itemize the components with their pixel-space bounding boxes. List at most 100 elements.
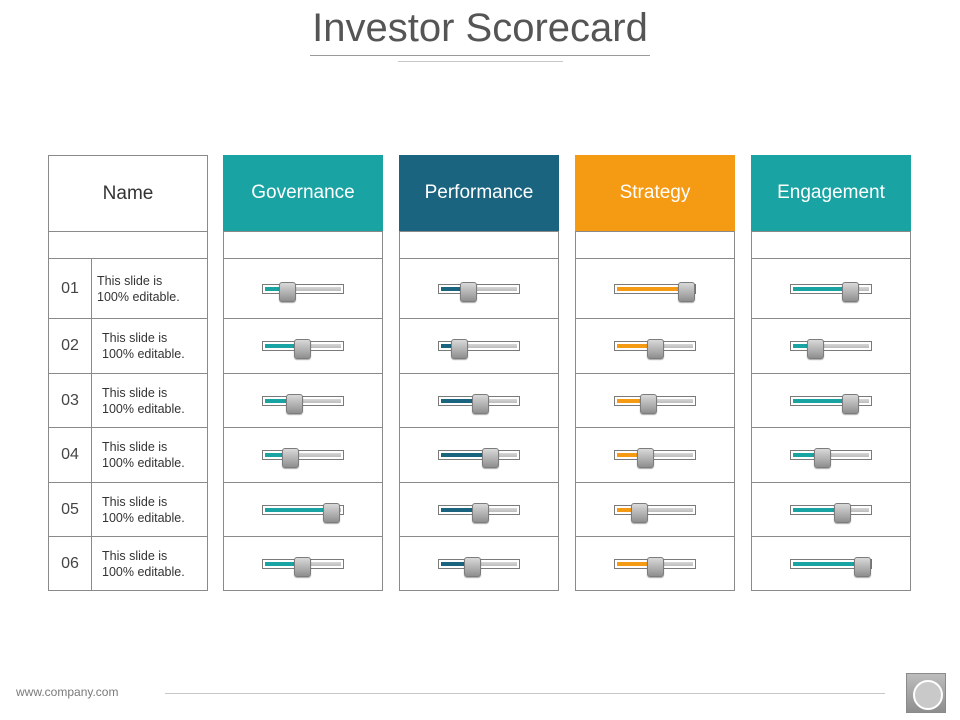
slider-knob[interactable]: [647, 339, 665, 359]
score-slider[interactable]: [614, 393, 696, 414]
table-row: 01 This slide is 100% editable.: [48, 258, 208, 318]
row-description: This slide is 100% editable.: [97, 273, 202, 305]
page-title: Investor Scorecard: [312, 6, 648, 50]
slider-knob[interactable]: [647, 556, 665, 577]
slider-knob[interactable]: [472, 502, 489, 523]
table-cell: [751, 258, 911, 318]
slider-knob[interactable]: [294, 339, 312, 359]
slider-fill: [441, 344, 459, 348]
slider-fill: [265, 507, 331, 512]
slider-track: [793, 448, 869, 468]
score-slider[interactable]: [790, 339, 872, 359]
score-slider[interactable]: [790, 281, 872, 302]
slider-track: [617, 448, 693, 468]
slider-knob[interactable]: [472, 393, 489, 414]
score-slider[interactable]: [262, 393, 344, 414]
slider-track: [265, 339, 341, 359]
row-description-line2: 100% editable.: [102, 564, 185, 579]
table-cell: [223, 373, 383, 427]
row-description-line2: 100% editable.: [97, 289, 180, 304]
slider-fill: [265, 286, 286, 291]
row-number: 03: [49, 374, 92, 427]
slider-knob[interactable]: [278, 281, 296, 302]
slider-fill: [617, 453, 644, 457]
score-slider[interactable]: [262, 281, 344, 302]
slider-knob[interactable]: [842, 281, 860, 302]
footer-divider: [165, 693, 885, 694]
metric-header: Performance: [399, 155, 559, 231]
table-cell: [399, 318, 559, 373]
table-cell: [575, 482, 735, 536]
slider-fill: [441, 286, 467, 291]
metric-column-performance: Performance: [399, 155, 559, 591]
score-slider[interactable]: [262, 556, 344, 577]
slider-fill: [265, 344, 302, 348]
score-slider[interactable]: [614, 502, 696, 523]
score-slider[interactable]: [790, 556, 872, 577]
slider-track: [617, 281, 695, 302]
slider-knob[interactable]: [281, 448, 299, 468]
slider-knob[interactable]: [451, 339, 469, 359]
score-slider[interactable]: [438, 502, 520, 523]
table-row: 03 This slide is 100% editable.: [48, 373, 208, 427]
score-slider[interactable]: [614, 339, 696, 359]
name-column: Name 01 This slide is 100% editable. 02 This…: [48, 155, 208, 591]
slider-knob[interactable]: [294, 556, 312, 577]
row-description-line2: 100% editable.: [102, 456, 185, 470]
table-cell: [575, 318, 735, 373]
score-slider[interactable]: [438, 339, 520, 359]
slider-track: [265, 448, 341, 468]
score-slider[interactable]: [614, 448, 696, 468]
slider-track: [617, 502, 693, 523]
slider-fill: [793, 344, 814, 348]
slider-knob[interactable]: [833, 502, 851, 523]
score-slider[interactable]: [438, 448, 520, 468]
row-description-line2: 100% editable.: [102, 347, 185, 361]
slider-knob[interactable]: [842, 393, 860, 414]
slider-knob[interactable]: [481, 448, 499, 468]
score-slider[interactable]: [438, 393, 520, 414]
metric-column-strategy: Strategy: [575, 155, 735, 591]
metric-column-engagement: Engagement: [751, 155, 911, 591]
slider-track: [265, 556, 341, 577]
score-slider[interactable]: [790, 448, 872, 468]
table-cell: [399, 258, 559, 318]
table-cell: [575, 427, 735, 482]
slider-knob[interactable]: [631, 502, 649, 523]
slider-fill: [441, 561, 472, 566]
score-slider[interactable]: [614, 281, 696, 302]
slider-track: [793, 281, 869, 302]
score-slider[interactable]: [438, 556, 520, 577]
slider-fill: [617, 561, 655, 566]
slider-knob[interactable]: [323, 502, 341, 523]
slider-fill: [793, 507, 841, 512]
score-slider[interactable]: [438, 281, 520, 302]
score-slider[interactable]: [790, 393, 872, 414]
score-slider[interactable]: [262, 339, 344, 359]
slider-track: [617, 393, 693, 414]
score-slider[interactable]: [614, 556, 696, 577]
slider-track: [441, 339, 517, 359]
slider-fill: [265, 561, 302, 566]
table-cell: [575, 536, 735, 591]
circle-logo-icon: [906, 673, 946, 713]
slider-track: [793, 556, 871, 577]
slider-knob[interactable]: [459, 281, 477, 302]
table-cell: [751, 318, 911, 373]
slider-knob[interactable]: [464, 556, 482, 577]
slider-knob[interactable]: [286, 393, 304, 414]
slider-knob[interactable]: [677, 281, 695, 302]
table-cell: [575, 258, 735, 318]
slider-knob[interactable]: [814, 448, 832, 468]
table-cell: [751, 482, 911, 536]
score-slider[interactable]: [790, 502, 872, 523]
metric-blank-row: [751, 231, 911, 258]
score-slider[interactable]: [262, 502, 344, 523]
slider-knob[interactable]: [853, 556, 871, 577]
slider-track: [441, 281, 517, 302]
slider-knob[interactable]: [640, 393, 658, 414]
table-cell: [751, 427, 911, 482]
slider-knob[interactable]: [806, 339, 824, 359]
score-slider[interactable]: [262, 448, 344, 468]
slider-knob[interactable]: [636, 448, 654, 468]
